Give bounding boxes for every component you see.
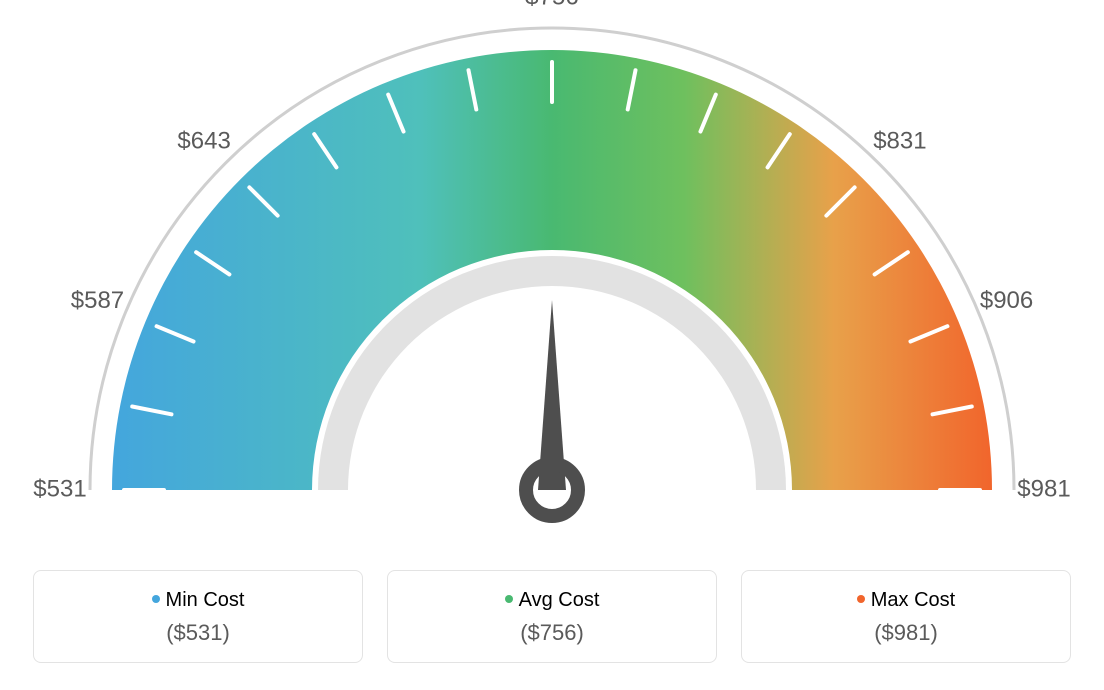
legend-label-avg: Avg Cost	[519, 589, 600, 611]
legend-value-min: ($531)	[44, 620, 352, 646]
legend-value-max: ($981)	[752, 620, 1060, 646]
legend-title-min: Min Cost	[44, 589, 352, 612]
svg-text:$756: $756	[525, 0, 578, 10]
legend-dot-max	[857, 595, 865, 603]
legend-label-max: Max Cost	[871, 589, 955, 611]
legend-row: Min Cost ($531) Avg Cost ($756) Max Cost…	[0, 570, 1104, 663]
svg-text:$906: $906	[980, 287, 1033, 314]
legend-dot-min	[152, 595, 160, 603]
gauge-svg: $531 $587 $643 $756 $831 $906 $981	[0, 0, 1104, 560]
svg-text:$643: $643	[177, 127, 230, 154]
legend-value-avg: ($756)	[398, 620, 706, 646]
legend-card-avg: Avg Cost ($756)	[387, 570, 717, 663]
svg-text:$831: $831	[873, 127, 926, 154]
svg-text:$981: $981	[1017, 475, 1070, 502]
legend-card-min: Min Cost ($531)	[33, 570, 363, 663]
legend-label-min: Min Cost	[166, 589, 245, 611]
legend-card-max: Max Cost ($981)	[741, 570, 1071, 663]
legend-title-max: Max Cost	[752, 589, 1060, 612]
legend-title-avg: Avg Cost	[398, 589, 706, 612]
svg-text:$531: $531	[33, 475, 86, 502]
svg-text:$587: $587	[71, 287, 124, 314]
gauge-chart: $531 $587 $643 $756 $831 $906 $981	[0, 0, 1104, 560]
legend-dot-avg	[505, 595, 513, 603]
